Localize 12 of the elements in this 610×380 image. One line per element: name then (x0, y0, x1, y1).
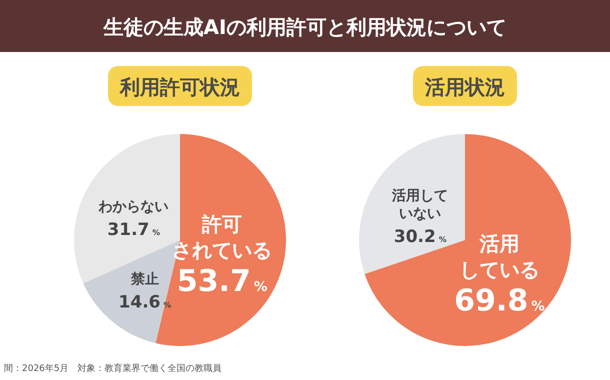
chart-title: 活用状況 (424, 75, 505, 99)
slice-label: 禁止 (130, 272, 159, 288)
slice-label: わからない (98, 199, 169, 216)
pie-slice (359, 134, 465, 274)
pie-slice (364, 134, 571, 346)
slice-label: 活用している (459, 232, 540, 282)
chart-title: 利用許可状況 (119, 75, 240, 99)
data-label: 69.8% (454, 284, 546, 319)
text: 間：2026年5月 対象：教育業界で働く全国の教職員 (4, 363, 222, 374)
data-label: 53.7% (176, 264, 268, 299)
slice-label: 活用していない (391, 188, 448, 222)
text: 生徒の生成AIの利用許可と利用状況について (102, 15, 506, 39)
